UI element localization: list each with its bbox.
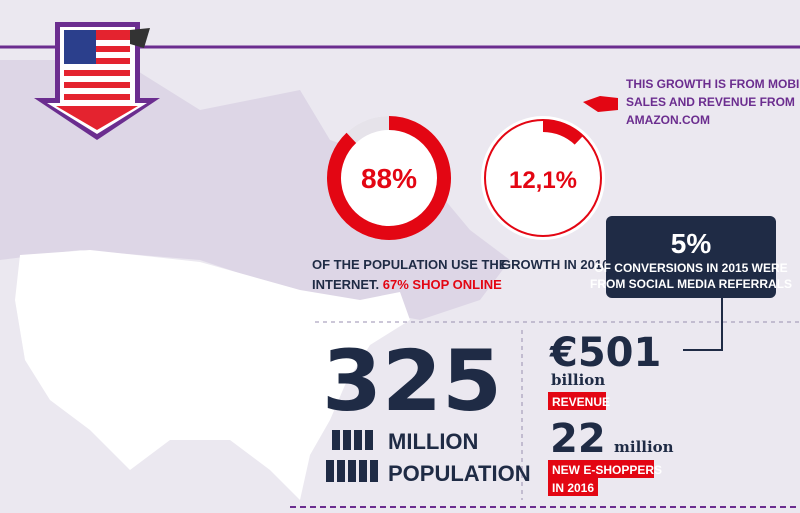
eshoppers-unit: million: [614, 438, 674, 456]
map-usa: [15, 250, 410, 500]
callout-connector: [683, 298, 723, 351]
callout-line: OF CONVERSIONS IN 2015 WERE: [594, 261, 787, 275]
donut-arc: [542, 120, 583, 145]
note-line: THIS GROWTH IS FROM MOBILE: [626, 77, 800, 91]
donut-caption: INTERNET.: [312, 277, 379, 292]
eshoppers-figure: 22: [550, 416, 606, 462]
label-tag: [548, 392, 606, 410]
revenue-figure: €501: [549, 330, 661, 376]
callout-line: FROM SOCIAL MEDIA REFERRALS: [590, 277, 792, 291]
label-tag: [548, 460, 654, 478]
donut-arc: [327, 116, 451, 240]
donut-caption: INTERNET. 67% SHOP ONLINE: [312, 277, 502, 292]
flag-arrow: [34, 22, 160, 140]
population-line: POPULATION: [388, 461, 531, 486]
donut-bg: [481, 116, 605, 240]
donut-bg: [327, 116, 451, 240]
eshoppers-label: IN 2016: [552, 481, 594, 495]
donut-highlight: 67% SHOP ONLINE: [383, 277, 502, 292]
donut-caption: OF THE POPULATION USE THE: [312, 257, 508, 272]
population-line: MILLION: [388, 429, 478, 454]
note-line: SALES AND REVENUE FROM: [626, 95, 795, 109]
note-line: AMAZON.COM: [626, 113, 710, 127]
label-tag: [548, 478, 598, 496]
revenue-unit: billion: [551, 371, 605, 389]
donut-caption: GROWTH IN 2016: [501, 257, 609, 272]
donut-label: 12,1%: [509, 167, 577, 194]
donut-label: 88%: [361, 163, 417, 194]
callout-figure: 5%: [671, 228, 712, 259]
people-icons: [326, 430, 378, 482]
eshoppers-label: NEW E-SHOPPERS: [552, 463, 662, 477]
pointing-hand: [583, 96, 618, 112]
map-canada: [0, 60, 510, 320]
revenue-label: REVENUE: [552, 395, 610, 409]
donut-ring: [484, 119, 602, 237]
donuts: 88% 12,1%: [327, 116, 605, 240]
population-figure: 325: [322, 332, 502, 430]
callout-box: [606, 216, 776, 298]
